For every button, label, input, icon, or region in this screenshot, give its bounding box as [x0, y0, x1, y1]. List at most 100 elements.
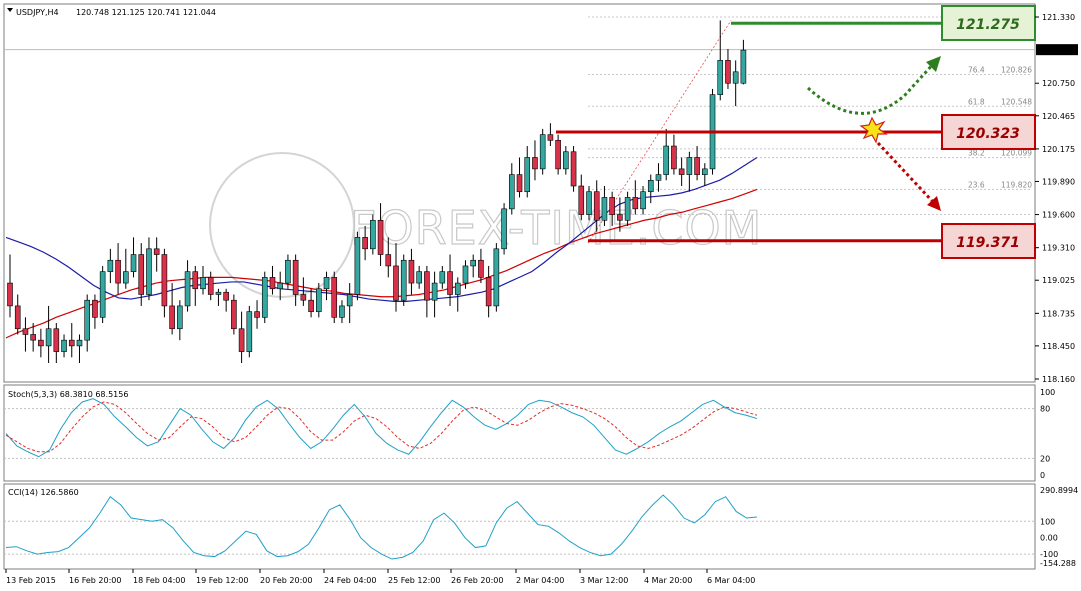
candle-bullish	[508, 174, 515, 210]
fibonacci-ratio: 38.2	[968, 149, 985, 158]
candle-bullish	[346, 294, 353, 307]
cci-panel	[3, 483, 1036, 570]
candle-bearish	[169, 305, 175, 330]
watermark-logo-circle	[209, 152, 355, 298]
candle-bearish	[22, 328, 29, 335]
candle-bearish	[447, 271, 453, 295]
bullish-arrow	[806, 60, 937, 115]
resistance-box: 121.275	[941, 5, 1036, 41]
candle-bullish	[354, 237, 361, 295]
candle-bullish	[184, 271, 191, 307]
stoch-panel	[3, 384, 1036, 482]
stoch-label: Stoch(5,3,3) 68.3810 68.5156	[8, 390, 128, 399]
candle-bearish	[254, 311, 260, 318]
candle-bullish	[215, 291, 222, 295]
candle-bearish	[68, 339, 75, 347]
cci-tick-label: -100	[1040, 550, 1058, 559]
cci-tick-label: -154.288	[1040, 559, 1076, 568]
candle-bullish	[107, 259, 114, 272]
candle-bearish	[161, 254, 168, 307]
candle-bearish	[617, 214, 623, 221]
fibonacci-ratio: 61.8	[968, 97, 985, 106]
moving-average-blue	[5, 156, 758, 302]
bullish-arrowhead-icon	[926, 56, 941, 72]
candle-bullish	[686, 157, 693, 175]
candle-bullish	[339, 305, 345, 318]
support-label-1: 120.323	[956, 126, 1020, 142]
cci-tick-label: 100	[1040, 517, 1055, 526]
time-tick-label: 24 Feb 04:00	[324, 576, 376, 585]
candle-bullish	[99, 271, 106, 318]
candle-bearish	[377, 219, 384, 255]
candle-bullish	[416, 271, 422, 284]
candle-bullish	[84, 299, 90, 341]
candle-bullish	[130, 254, 137, 272]
candle-bearish	[593, 191, 600, 221]
candle-bullish	[123, 271, 129, 284]
candle-bullish	[740, 49, 747, 84]
candle-bearish	[331, 277, 338, 318]
candle-bearish	[362, 237, 368, 250]
candle-bullish	[732, 71, 739, 84]
candle-bearish	[153, 248, 160, 255]
candle-bullish	[315, 288, 322, 312]
candle-bullish	[701, 168, 708, 175]
candle-bullish	[470, 259, 477, 267]
cci-axis: 290.8994 100 0.00 -100-154.288	[1040, 486, 1078, 568]
candle-bearish	[308, 299, 314, 312]
candle-bullish	[462, 265, 469, 284]
price-tick-label: 120.175	[1042, 145, 1075, 154]
dropdown-triangle-icon[interactable]	[7, 8, 13, 12]
candle-bullish	[524, 157, 531, 193]
candle-bullish	[177, 305, 183, 330]
candle-bearish	[30, 334, 36, 341]
candle-bearish	[38, 339, 44, 347]
fibonacci-levels: 76.4 120.826 61.8 120.548 38.2 120.099 23.6 119…	[588, 16, 1032, 216]
candle-bullish	[563, 151, 569, 170]
candle-bearish	[7, 282, 13, 307]
price-tick-label: 118.735	[1042, 309, 1075, 318]
time-tick-label: 3 Mar 12:00	[580, 576, 628, 585]
candle-bullish	[539, 134, 546, 170]
candle-bearish	[385, 254, 392, 267]
candle-bullish	[647, 179, 654, 193]
candle-bullish	[663, 145, 670, 175]
stoch-tick-label: 100	[1040, 388, 1055, 397]
time-tick-label: 26 Feb 20:00	[451, 576, 503, 585]
candle-bullish	[586, 191, 592, 215]
cci-tick-label: 290.8994	[1040, 486, 1078, 495]
candle-bearish	[578, 185, 585, 215]
candle-bullish	[76, 339, 83, 347]
time-tick-label: 18 Feb 04:00	[133, 576, 185, 585]
cci-tick-label: 0.00	[1040, 534, 1058, 543]
time-tick-label: 20 Feb 20:00	[260, 576, 312, 585]
candle-bearish	[300, 294, 307, 301]
fibonacci-price: 120.099	[1001, 149, 1032, 158]
current-price-tag: 121.044	[1036, 44, 1078, 56]
candle-bullish	[200, 277, 206, 290]
time-tick-label: 25 Feb 12:00	[388, 576, 440, 585]
candle-bullish	[261, 277, 268, 318]
price-tick-label: 119.310	[1042, 244, 1075, 253]
stoch-tick-label: 0	[1040, 471, 1045, 480]
candle-bearish	[609, 197, 615, 215]
candle-bearish	[231, 299, 237, 330]
time-tick-label: 2 Mar 04:00	[516, 576, 564, 585]
candle-bullish	[370, 219, 376, 250]
candle-bearish	[207, 277, 214, 295]
ohlc-values: 120.748 121.125 120.741 121.044	[76, 8, 216, 17]
breakout-star-icon	[859, 116, 888, 144]
candle-bearish	[547, 134, 554, 141]
current-price-value: 121.044	[1041, 46, 1074, 55]
candle-bearish	[92, 299, 98, 318]
candle-bearish	[632, 197, 639, 210]
candle-bearish	[532, 157, 538, 170]
candle-bullish	[624, 197, 631, 221]
price-tick-label: 120.750	[1042, 79, 1075, 88]
candlesticks	[7, 20, 747, 364]
candle-bearish	[14, 305, 21, 330]
candle-bullish	[277, 282, 284, 290]
candle-bearish	[53, 328, 60, 352]
time-tick-label: 4 Mar 20:00	[644, 576, 692, 585]
